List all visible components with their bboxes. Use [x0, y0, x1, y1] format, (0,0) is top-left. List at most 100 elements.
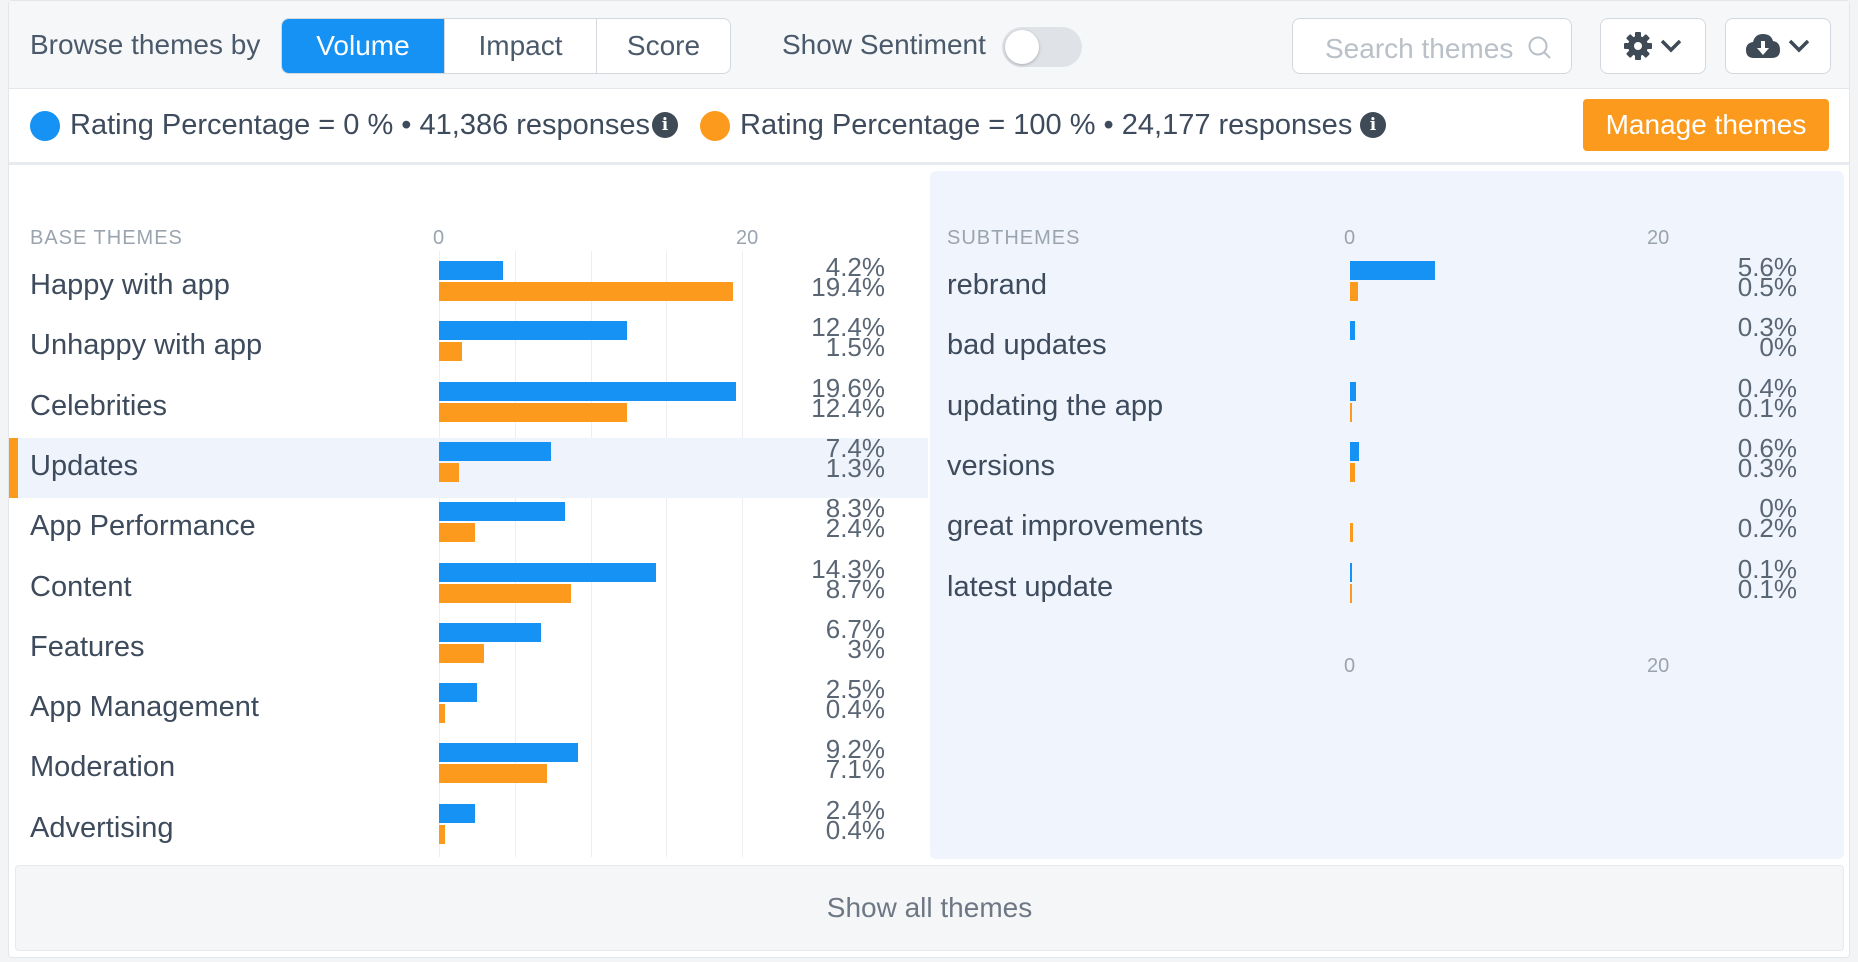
axis-tick-label: 0	[433, 227, 445, 249]
legend-label-0: Rating Percentage = 0 % • 41,386 respons…	[70, 109, 651, 141]
theme-label: great improvements	[947, 510, 1204, 543]
percentage-value: 0%	[1759, 332, 1797, 363]
percentage-value: 0.4%	[1737, 372, 1797, 403]
legend-label-1: Rating Percentage = 100 % • 24,177 respo…	[740, 109, 1353, 141]
axis-tick-label: 0	[1344, 227, 1356, 249]
percentage-value: 0%	[1759, 493, 1797, 524]
bar-rating-100[interactable]	[439, 402, 627, 422]
percentage-value: 2.4%	[825, 794, 885, 825]
bar-rating-100[interactable]	[1350, 523, 1354, 543]
theme-label: Content	[30, 570, 132, 603]
percentage-value: 9.2%	[825, 734, 885, 765]
bar-rating-100[interactable]	[439, 523, 476, 543]
manage-themes-button[interactable]: Manage themes	[1583, 99, 1829, 151]
theme-label: Features	[30, 630, 145, 663]
percentage-value: 0.3%	[1737, 452, 1797, 483]
bar-rating-0[interactable]	[439, 321, 627, 341]
bar-rating-0[interactable]	[439, 261, 503, 280]
percentage-value: 0.5%	[1737, 272, 1797, 302]
show-sentiment-toggle[interactable]	[1002, 27, 1082, 67]
theme-label: latest update	[947, 570, 1114, 603]
subtheme-row[interactable]	[930, 438, 1844, 498]
axis-tick-label: 20	[736, 227, 759, 249]
bar-rating-0[interactable]	[439, 683, 477, 703]
percentage-value: 19.4%	[811, 272, 885, 302]
mode-selector: Volume Impact Score	[281, 18, 731, 74]
percentage-value: 3%	[847, 633, 885, 664]
bar-rating-100[interactable]	[439, 643, 485, 663]
gridline	[666, 251, 668, 857]
bar-rating-0[interactable]	[1350, 562, 1352, 582]
bar-rating-100[interactable]	[439, 583, 571, 603]
chevron-down-icon	[1788, 39, 1810, 53]
theme-label: App Performance	[30, 510, 256, 543]
theme-label: Updates	[30, 449, 139, 482]
gear-icon	[1624, 32, 1652, 60]
bar-rating-100[interactable]	[1350, 402, 1352, 422]
cloud-download-icon	[1746, 34, 1780, 58]
settings-dropdown-button[interactable]	[1600, 18, 1706, 74]
gridline	[590, 251, 592, 857]
bar-rating-0[interactable]	[439, 441, 552, 461]
gridline	[742, 251, 743, 857]
percentage-value: 7.4%	[825, 432, 885, 463]
theme-label: Moderation	[30, 751, 176, 784]
bar-rating-0[interactable]	[439, 803, 476, 823]
bar-rating-100[interactable]	[1350, 583, 1352, 603]
legend-dot-orange	[700, 111, 730, 141]
percentage-value: 8.3%	[825, 493, 885, 524]
search-placeholder: Search themes	[1325, 33, 1514, 64]
legend-dot-blue	[30, 111, 60, 141]
bar-rating-0[interactable]	[1350, 321, 1355, 341]
bar-rating-100[interactable]	[439, 704, 446, 724]
theme-label: updating the app	[947, 389, 1164, 422]
bar-rating-0[interactable]	[439, 622, 541, 642]
bar-rating-100[interactable]	[439, 764, 547, 784]
theme-label: Celebrities	[30, 389, 167, 422]
theme-label: App Management	[30, 691, 259, 724]
bar-rating-0[interactable]	[439, 562, 656, 582]
search-input[interactable]: Search themes	[1292, 18, 1572, 74]
percentage-value: 8.7%	[825, 573, 885, 604]
mode-volume-button[interactable]: Volume	[282, 19, 444, 73]
percentage-value: 4.2%	[825, 252, 885, 282]
theme-label: rebrand	[947, 269, 1047, 301]
base-themes-header: BASE THEMES	[30, 227, 183, 249]
subthemes-header: SUBTHEMES	[947, 227, 1081, 249]
mode-score-button[interactable]: Score	[596, 19, 730, 73]
bar-rating-0[interactable]	[439, 381, 736, 401]
bar-rating-0[interactable]	[439, 743, 579, 763]
bar-rating-0[interactable]	[1350, 381, 1357, 401]
axis-tick-label: 20	[1647, 227, 1670, 249]
percentage-value: 0.1%	[1737, 553, 1797, 584]
percentage-value: 7.1%	[825, 754, 885, 785]
show-all-themes-button[interactable]: Show all themes	[15, 865, 1844, 951]
bar-rating-100[interactable]	[439, 342, 462, 362]
bar-rating-0[interactable]	[1350, 441, 1360, 461]
axis-tick-label: 0	[1344, 655, 1356, 677]
bar-rating-100[interactable]	[439, 824, 446, 844]
bar-rating-0[interactable]	[439, 502, 565, 522]
percentage-value: 12.4%	[811, 392, 885, 423]
bar-rating-100[interactable]	[439, 282, 733, 301]
download-dropdown-button[interactable]	[1725, 18, 1831, 74]
info-icon[interactable]: i	[652, 112, 678, 138]
percentage-value: 12.4%	[811, 312, 885, 343]
show-sentiment-label: Show Sentiment	[782, 29, 986, 60]
mode-impact-button[interactable]: Impact	[444, 19, 596, 73]
percentage-value: 2.5%	[825, 674, 885, 705]
percentage-value: 0.4%	[825, 694, 885, 725]
selected-indicator	[9, 437, 18, 498]
subthemes-panel	[930, 171, 1844, 859]
bar-rating-0[interactable]	[1350, 261, 1435, 280]
info-icon[interactable]: i	[1360, 112, 1386, 138]
search-icon	[1528, 36, 1551, 59]
bar-rating-100[interactable]	[1350, 282, 1358, 301]
percentage-value: 0.2%	[1737, 513, 1797, 544]
theme-label: versions	[947, 449, 1055, 482]
percentage-value: 1.3%	[825, 452, 885, 483]
bar-rating-100[interactable]	[1350, 462, 1355, 482]
percentage-value: 0.3%	[1737, 312, 1797, 343]
percentage-value: 19.6%	[811, 372, 885, 403]
bar-rating-100[interactable]	[439, 462, 459, 482]
